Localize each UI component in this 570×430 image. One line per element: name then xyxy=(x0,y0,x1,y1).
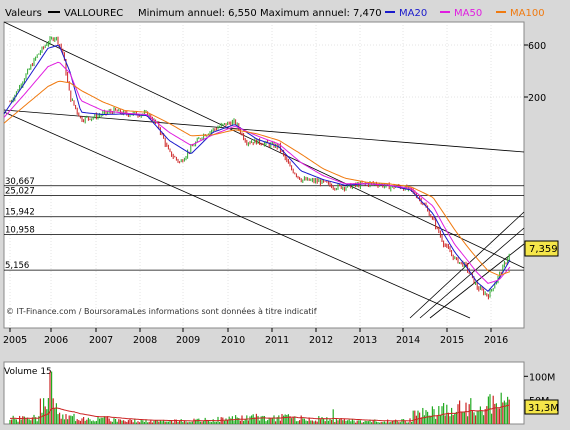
ma-line-ma20 xyxy=(3,44,511,293)
grid-lines xyxy=(4,22,524,328)
stock-name: VALLOUREC xyxy=(64,8,123,19)
chart-header: Valeurs VALLOUREC Minimum annuel: 6,550 … xyxy=(5,8,545,19)
trend-line xyxy=(409,211,525,319)
x-tick-label: 2008 xyxy=(133,335,157,346)
trend-line xyxy=(3,109,525,153)
x-tick-label: 2007 xyxy=(89,335,113,346)
legend-label-ma100: MA100 xyxy=(510,8,545,19)
volume-ma-line xyxy=(10,404,510,422)
trend-line xyxy=(419,227,525,319)
x-tick-label: 2005 xyxy=(3,335,27,346)
x-tick-label: 2009 xyxy=(176,335,200,346)
copyright-footer: © IT-Finance.com / BoursoramaLes informa… xyxy=(6,306,317,316)
level-label: 15,942 xyxy=(5,208,35,218)
last-value-bg xyxy=(524,240,559,257)
x-tick-label: 2013 xyxy=(353,335,377,346)
volume-last-bg xyxy=(524,399,559,415)
volume-plot-area xyxy=(3,361,525,425)
level-label: 5,156 xyxy=(5,261,29,271)
x-tick-label: 2015 xyxy=(440,335,464,346)
ma-line-ma100 xyxy=(3,80,511,276)
ma-line-ma50 xyxy=(3,61,511,284)
volume-label: Volume 15 xyxy=(4,367,52,377)
level-label: 30,667 xyxy=(5,177,35,187)
x-tick-label: 2012 xyxy=(309,335,333,346)
x-tick-label: 2016 xyxy=(484,335,508,346)
level-label: 10,958 xyxy=(5,225,35,235)
minmax-text: Minimum annuel: 6,550 Maximum annuel: 7,… xyxy=(138,8,382,19)
chart-legend: MA20 MA50 MA100 xyxy=(385,8,545,19)
x-tick-label: 2010 xyxy=(221,335,245,346)
main-plot-area xyxy=(3,21,525,329)
vol-tick-label: 100M xyxy=(529,372,555,383)
moving-averages xyxy=(3,44,511,293)
x-axis-ticks: 2005 2006 2007 2008 2009 2010 2011 2012 2013 2014… xyxy=(3,328,508,346)
level-label: 25,027 xyxy=(5,186,35,196)
legend-label-ma50: MA50 xyxy=(454,8,482,19)
x-tick-label: 2011 xyxy=(265,335,289,346)
x-tick-label: 2006 xyxy=(44,335,68,346)
last-value-badge: 7,359 xyxy=(524,240,559,257)
trend-line xyxy=(429,243,525,319)
right-axis-ticks: 600 200 xyxy=(524,41,546,104)
volume-last-value: 31,3M xyxy=(528,403,559,414)
y-tick-label: 600 xyxy=(528,41,546,52)
legend-label-ma20: MA20 xyxy=(399,8,427,19)
valeurs-label: Valeurs xyxy=(5,8,42,19)
x-tick-label: 2014 xyxy=(396,335,420,346)
trend-line xyxy=(3,111,471,319)
y-tick-label: 200 xyxy=(528,93,546,104)
last-value: 7,359 xyxy=(529,244,558,255)
volume-last-badge: 31,3M xyxy=(524,399,559,415)
